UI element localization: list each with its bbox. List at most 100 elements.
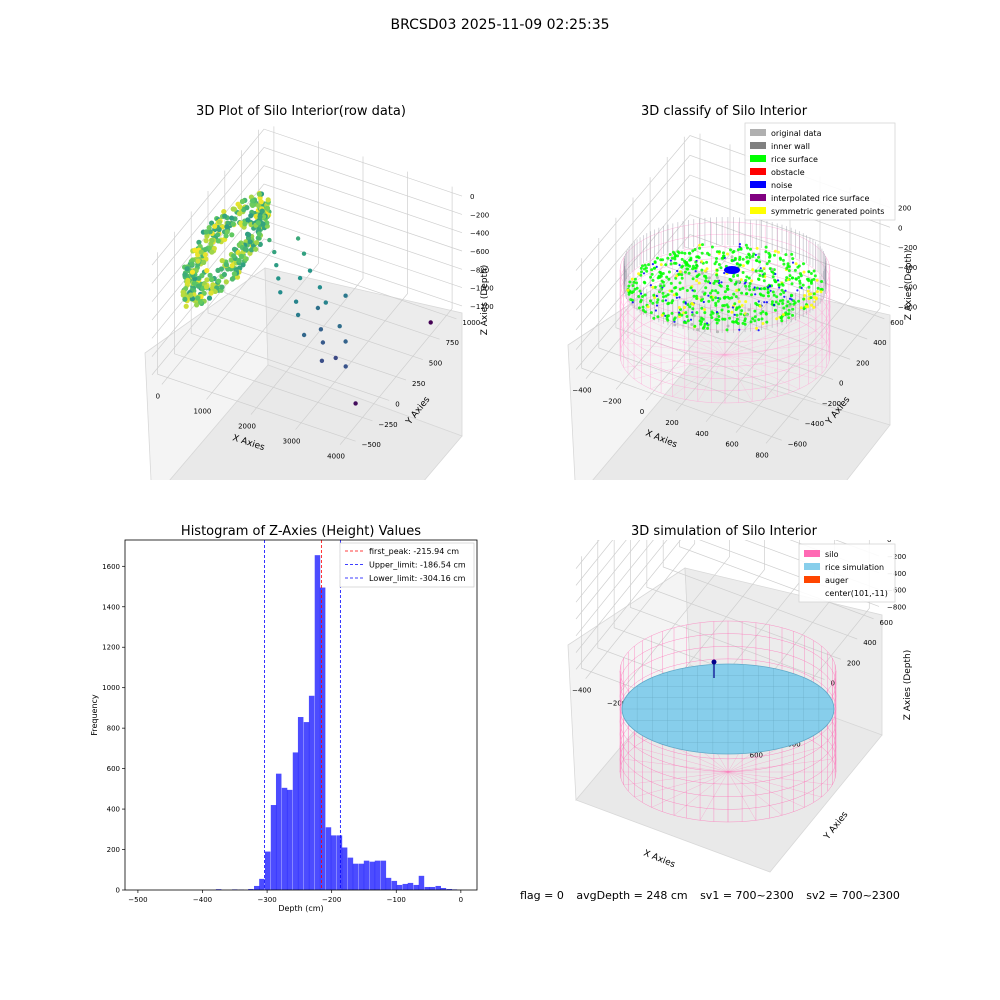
surface-point <box>787 269 791 273</box>
surface-point <box>731 306 734 309</box>
surface-point <box>816 286 820 290</box>
surface-point <box>748 282 752 285</box>
scatter-point <box>343 364 348 369</box>
scatter-point <box>256 203 262 209</box>
surface-point <box>773 303 776 307</box>
legend-label: silo <box>825 550 839 559</box>
surface-point <box>729 248 732 252</box>
surface-point <box>738 255 742 259</box>
histogram-bar <box>446 888 452 890</box>
surface-point <box>693 248 697 251</box>
y-tick-label: 0 <box>116 887 120 895</box>
surface-point <box>744 284 748 288</box>
scatter-point <box>244 205 250 211</box>
surface-point <box>673 261 676 265</box>
surface-point <box>748 288 752 292</box>
histogram-bar <box>248 888 254 890</box>
scatter-point <box>267 237 272 243</box>
surface-point <box>689 286 693 290</box>
surface-point <box>723 271 726 275</box>
surface-point <box>741 264 745 268</box>
scatter-point <box>196 275 202 281</box>
scatter-point <box>315 305 321 311</box>
legend-box <box>744 122 896 221</box>
surface-point <box>645 269 649 273</box>
surface-point <box>757 278 761 281</box>
x-ticks: −500 −400 −300 −200 −100 0 <box>128 890 463 904</box>
surface-point <box>757 300 760 303</box>
surface-point <box>661 299 665 303</box>
x-gridline <box>585 133 701 379</box>
surface-point <box>707 276 711 280</box>
surface-point <box>787 312 791 316</box>
figure-title: BRCSD03 2025-11-09 02:25:35 <box>390 17 610 33</box>
surface-point <box>640 270 643 274</box>
y-tick-label: −400 <box>805 420 824 428</box>
surface-point <box>787 265 791 269</box>
histogram-bar <box>254 885 260 890</box>
surface-point <box>726 287 730 291</box>
surface-point <box>666 293 670 297</box>
x-tick-label: 3000 <box>283 438 301 446</box>
surface-point <box>639 298 643 302</box>
scatter-point <box>202 252 208 258</box>
y-gridline <box>581 258 782 441</box>
surface-point <box>796 289 799 292</box>
scatter-point <box>196 239 202 245</box>
legend-label: original data <box>771 129 822 138</box>
surface-point <box>728 316 732 320</box>
surface-point <box>778 299 782 303</box>
scatter-point <box>337 324 342 329</box>
scatter-point <box>207 272 213 278</box>
x-tick-label: 200 <box>665 419 678 427</box>
x-tick-label: −200 <box>322 896 341 904</box>
surface-point <box>656 315 660 319</box>
y-gridline <box>174 231 373 422</box>
legend-swatch <box>750 181 766 188</box>
y-tick-label: 1000 <box>462 319 480 327</box>
surface-point <box>791 257 795 261</box>
surface-point <box>784 253 788 257</box>
y-gridline <box>258 129 457 320</box>
surface-point <box>788 297 792 300</box>
x-tick-label: −400 <box>572 387 591 395</box>
histogram-bar <box>330 835 337 890</box>
surface-point <box>736 274 740 277</box>
surface-point <box>673 255 677 259</box>
surface-point <box>773 308 777 312</box>
surface-point <box>797 276 801 279</box>
scatter-point <box>204 277 210 283</box>
surface-point <box>670 256 674 260</box>
surface-point <box>774 300 778 304</box>
scatter-point <box>231 206 237 212</box>
sv1-text: sv1 = 700~2300 <box>700 889 794 902</box>
surface-point <box>638 289 642 293</box>
silo-floor-spoke <box>651 771 729 808</box>
scatter-point <box>222 213 228 219</box>
y-tick-label: 800 <box>107 725 120 733</box>
z-axis-label: Z Axies (Depth) <box>480 265 490 336</box>
scatter-point <box>195 252 201 258</box>
surface-point <box>749 247 752 251</box>
legend-label: auger <box>825 576 849 585</box>
scatter-point <box>240 262 246 268</box>
y-tick-label: 1000 <box>102 684 120 692</box>
surface-point <box>704 286 708 290</box>
z-axis-label: Z Axies (Depth) <box>903 650 913 721</box>
surface-point <box>723 290 727 294</box>
scatter-point <box>239 198 245 205</box>
surface-point <box>662 295 665 299</box>
surface-point <box>659 284 663 288</box>
silo-floor-spoke <box>724 354 816 380</box>
surface-point <box>666 318 670 322</box>
surface-point <box>758 260 762 264</box>
surface-point <box>698 246 702 250</box>
x-tick-label: −200 <box>602 397 621 405</box>
surface-point <box>792 299 795 303</box>
x-gridline <box>161 126 275 385</box>
surface-point <box>695 279 699 283</box>
silo-floor-spoke <box>650 354 726 390</box>
scatter-point <box>180 289 186 295</box>
legend-label: Lower_limit: -304.16 cm <box>369 574 466 583</box>
scatter-point <box>238 253 245 259</box>
